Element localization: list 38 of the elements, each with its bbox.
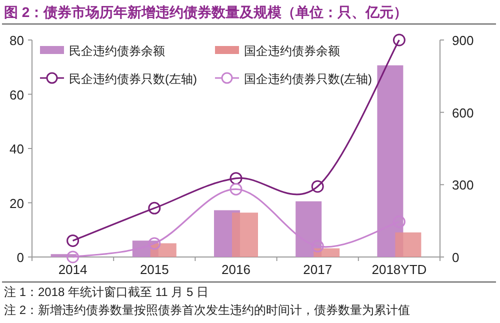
bar bbox=[50, 254, 77, 257]
y2-tick-label: 300 bbox=[452, 178, 474, 193]
y-tick-label: 40 bbox=[10, 142, 24, 156]
point bbox=[66, 234, 80, 247]
point bbox=[148, 237, 161, 250]
bar bbox=[232, 212, 258, 257]
text: 注 2：新增违约债券数量按照债券首次发生违约的时间计，债券数量为累计值 bbox=[4, 303, 410, 317]
legend-label: 民企违约债券余额 bbox=[69, 44, 165, 58]
y-tick-label: 0 bbox=[16, 250, 24, 265]
y2-tick-label: 0 bbox=[452, 250, 460, 265]
y-tick-label: 60 bbox=[10, 87, 24, 102]
bar bbox=[377, 65, 404, 257]
x-tick-label: 2018YTD bbox=[372, 262, 427, 277]
point bbox=[392, 34, 406, 46]
y2-tick-label: 900 bbox=[452, 33, 474, 48]
x-tick-label: 2017 bbox=[303, 262, 332, 277]
point bbox=[230, 182, 242, 196]
y-tick-label: 20 bbox=[10, 196, 24, 211]
bar bbox=[395, 232, 422, 257]
bar bbox=[314, 248, 340, 257]
text: 注 1：2018 年统计窗口截至 11 月 5 日 bbox=[4, 285, 209, 299]
point bbox=[66, 250, 80, 264]
point bbox=[148, 202, 161, 214]
legend-label: 国企违约债券余额 bbox=[244, 44, 340, 58]
y-tick-label: 80 bbox=[10, 33, 24, 48]
bar bbox=[150, 243, 176, 257]
legend-label: 国企违约债券只数(左轴) bbox=[244, 72, 372, 86]
y2-tick-label: 600 bbox=[452, 105, 474, 120]
x-tick-label: 2016 bbox=[222, 262, 250, 277]
legend-label: 民企违约债券只数(左轴) bbox=[69, 72, 197, 86]
point bbox=[311, 240, 324, 252]
chart-title: 图 2：债券市场历年新增违约债券数量及规模（单位：只、亿元） bbox=[4, 4, 408, 20]
point bbox=[230, 172, 242, 185]
bar bbox=[296, 201, 322, 257]
x-tick-label: 2015 bbox=[140, 262, 169, 277]
x-tick-label: 2014 bbox=[58, 262, 88, 277]
point bbox=[311, 180, 324, 193]
point bbox=[392, 215, 406, 228]
